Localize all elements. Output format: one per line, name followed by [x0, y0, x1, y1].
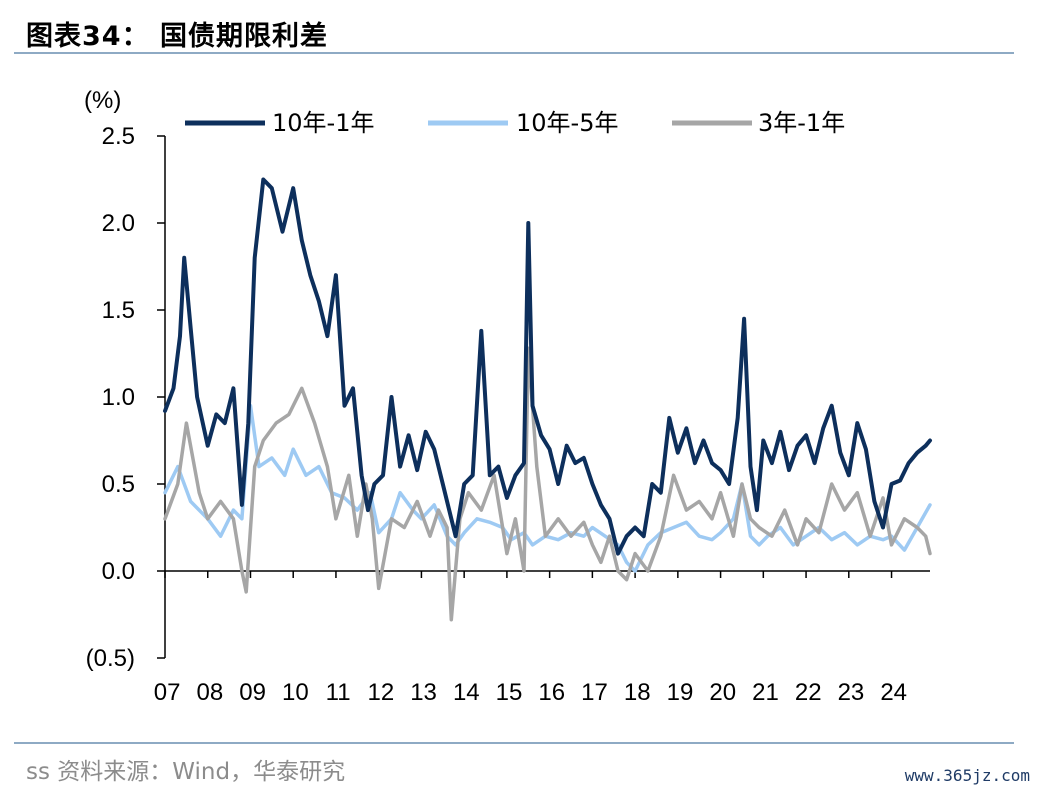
x-tick-label: 10	[282, 679, 309, 706]
y-tick-label: 0.0	[102, 558, 135, 585]
series-layer	[163, 177, 932, 622]
y-axis-unit-label: (%)	[84, 87, 121, 114]
x-tick-label: 16	[538, 679, 565, 706]
x-tick-label: 23	[838, 679, 865, 706]
y-tick-label: 1.0	[102, 384, 135, 411]
axes: 2.5 2.0 1.5 1.0 0.5 0.0 (0.5) 07 08 09 10 11 12 13 14 1…	[86, 123, 930, 706]
series-line-1	[163, 177, 932, 556]
x-tick-label: 12	[367, 679, 394, 706]
y-tick-label: (0.5)	[86, 645, 135, 672]
legend-label: 10年-5年	[516, 109, 618, 137]
legend-label: 3年-1年	[758, 109, 845, 137]
x-tick-label: 19	[667, 679, 694, 706]
x-tick-label: 13	[410, 679, 437, 706]
x-tick-label: 08	[197, 679, 224, 706]
header-divider	[14, 52, 1014, 54]
legend: 10年-1年 10年-5年 3年-1年	[185, 109, 845, 137]
x-tick-label: 20	[709, 679, 736, 706]
x-tick-label: 07	[154, 679, 181, 706]
series-line-2	[163, 403, 932, 573]
x-tick-label: 18	[624, 679, 651, 706]
figure-title: 图表34： 国债期限利差	[26, 21, 328, 52]
y-tick-label: 2.5	[102, 123, 135, 150]
y-tick-label: 0.5	[102, 471, 135, 498]
footer-divider	[14, 742, 1014, 744]
x-tick-label: 15	[496, 679, 523, 706]
x-tick-label: 22	[795, 679, 822, 706]
x-tick-label: 09	[239, 679, 266, 706]
watermark: www.365jz.com	[904, 766, 1030, 785]
series-line-3	[163, 346, 932, 622]
y-tick-label: 1.5	[102, 297, 135, 324]
y-tick-label: 2.0	[102, 210, 135, 237]
x-tick-label: 17	[581, 679, 608, 706]
legend-label: 10年-1年	[272, 109, 374, 137]
x-tick-label: 21	[752, 679, 779, 706]
source-note: ss 资料来源：Wind，华泰研究	[26, 759, 346, 785]
x-tick-label: 11	[326, 679, 351, 706]
x-tick-label: 14	[453, 679, 480, 706]
x-tick-label: 24	[880, 679, 907, 706]
